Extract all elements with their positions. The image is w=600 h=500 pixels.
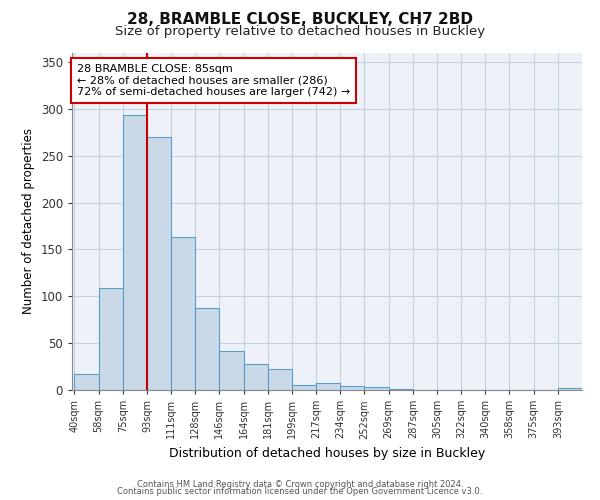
- Bar: [147, 137, 171, 390]
- Bar: [74, 374, 98, 390]
- Bar: [292, 386, 316, 390]
- Bar: [195, 308, 220, 390]
- Bar: [558, 388, 582, 390]
- Text: 28, BRAMBLE CLOSE, BUCKLEY, CH7 2BD: 28, BRAMBLE CLOSE, BUCKLEY, CH7 2BD: [127, 12, 473, 28]
- Bar: [364, 387, 389, 390]
- Bar: [389, 389, 413, 390]
- Text: Contains HM Land Registry data © Crown copyright and database right 2024.: Contains HM Land Registry data © Crown c…: [137, 480, 463, 489]
- Y-axis label: Number of detached properties: Number of detached properties: [22, 128, 35, 314]
- Text: Size of property relative to detached houses in Buckley: Size of property relative to detached ho…: [115, 25, 485, 38]
- Text: Contains public sector information licensed under the Open Government Licence v3: Contains public sector information licen…: [118, 488, 482, 496]
- Bar: [340, 386, 364, 390]
- Bar: [98, 288, 123, 390]
- Bar: [123, 116, 147, 390]
- Text: 28 BRAMBLE CLOSE: 85sqm
← 28% of detached houses are smaller (286)
72% of semi-d: 28 BRAMBLE CLOSE: 85sqm ← 28% of detache…: [77, 64, 350, 97]
- Bar: [268, 370, 292, 390]
- X-axis label: Distribution of detached houses by size in Buckley: Distribution of detached houses by size …: [169, 447, 485, 460]
- Bar: [171, 237, 195, 390]
- Bar: [220, 350, 244, 390]
- Bar: [244, 364, 268, 390]
- Bar: [316, 382, 340, 390]
